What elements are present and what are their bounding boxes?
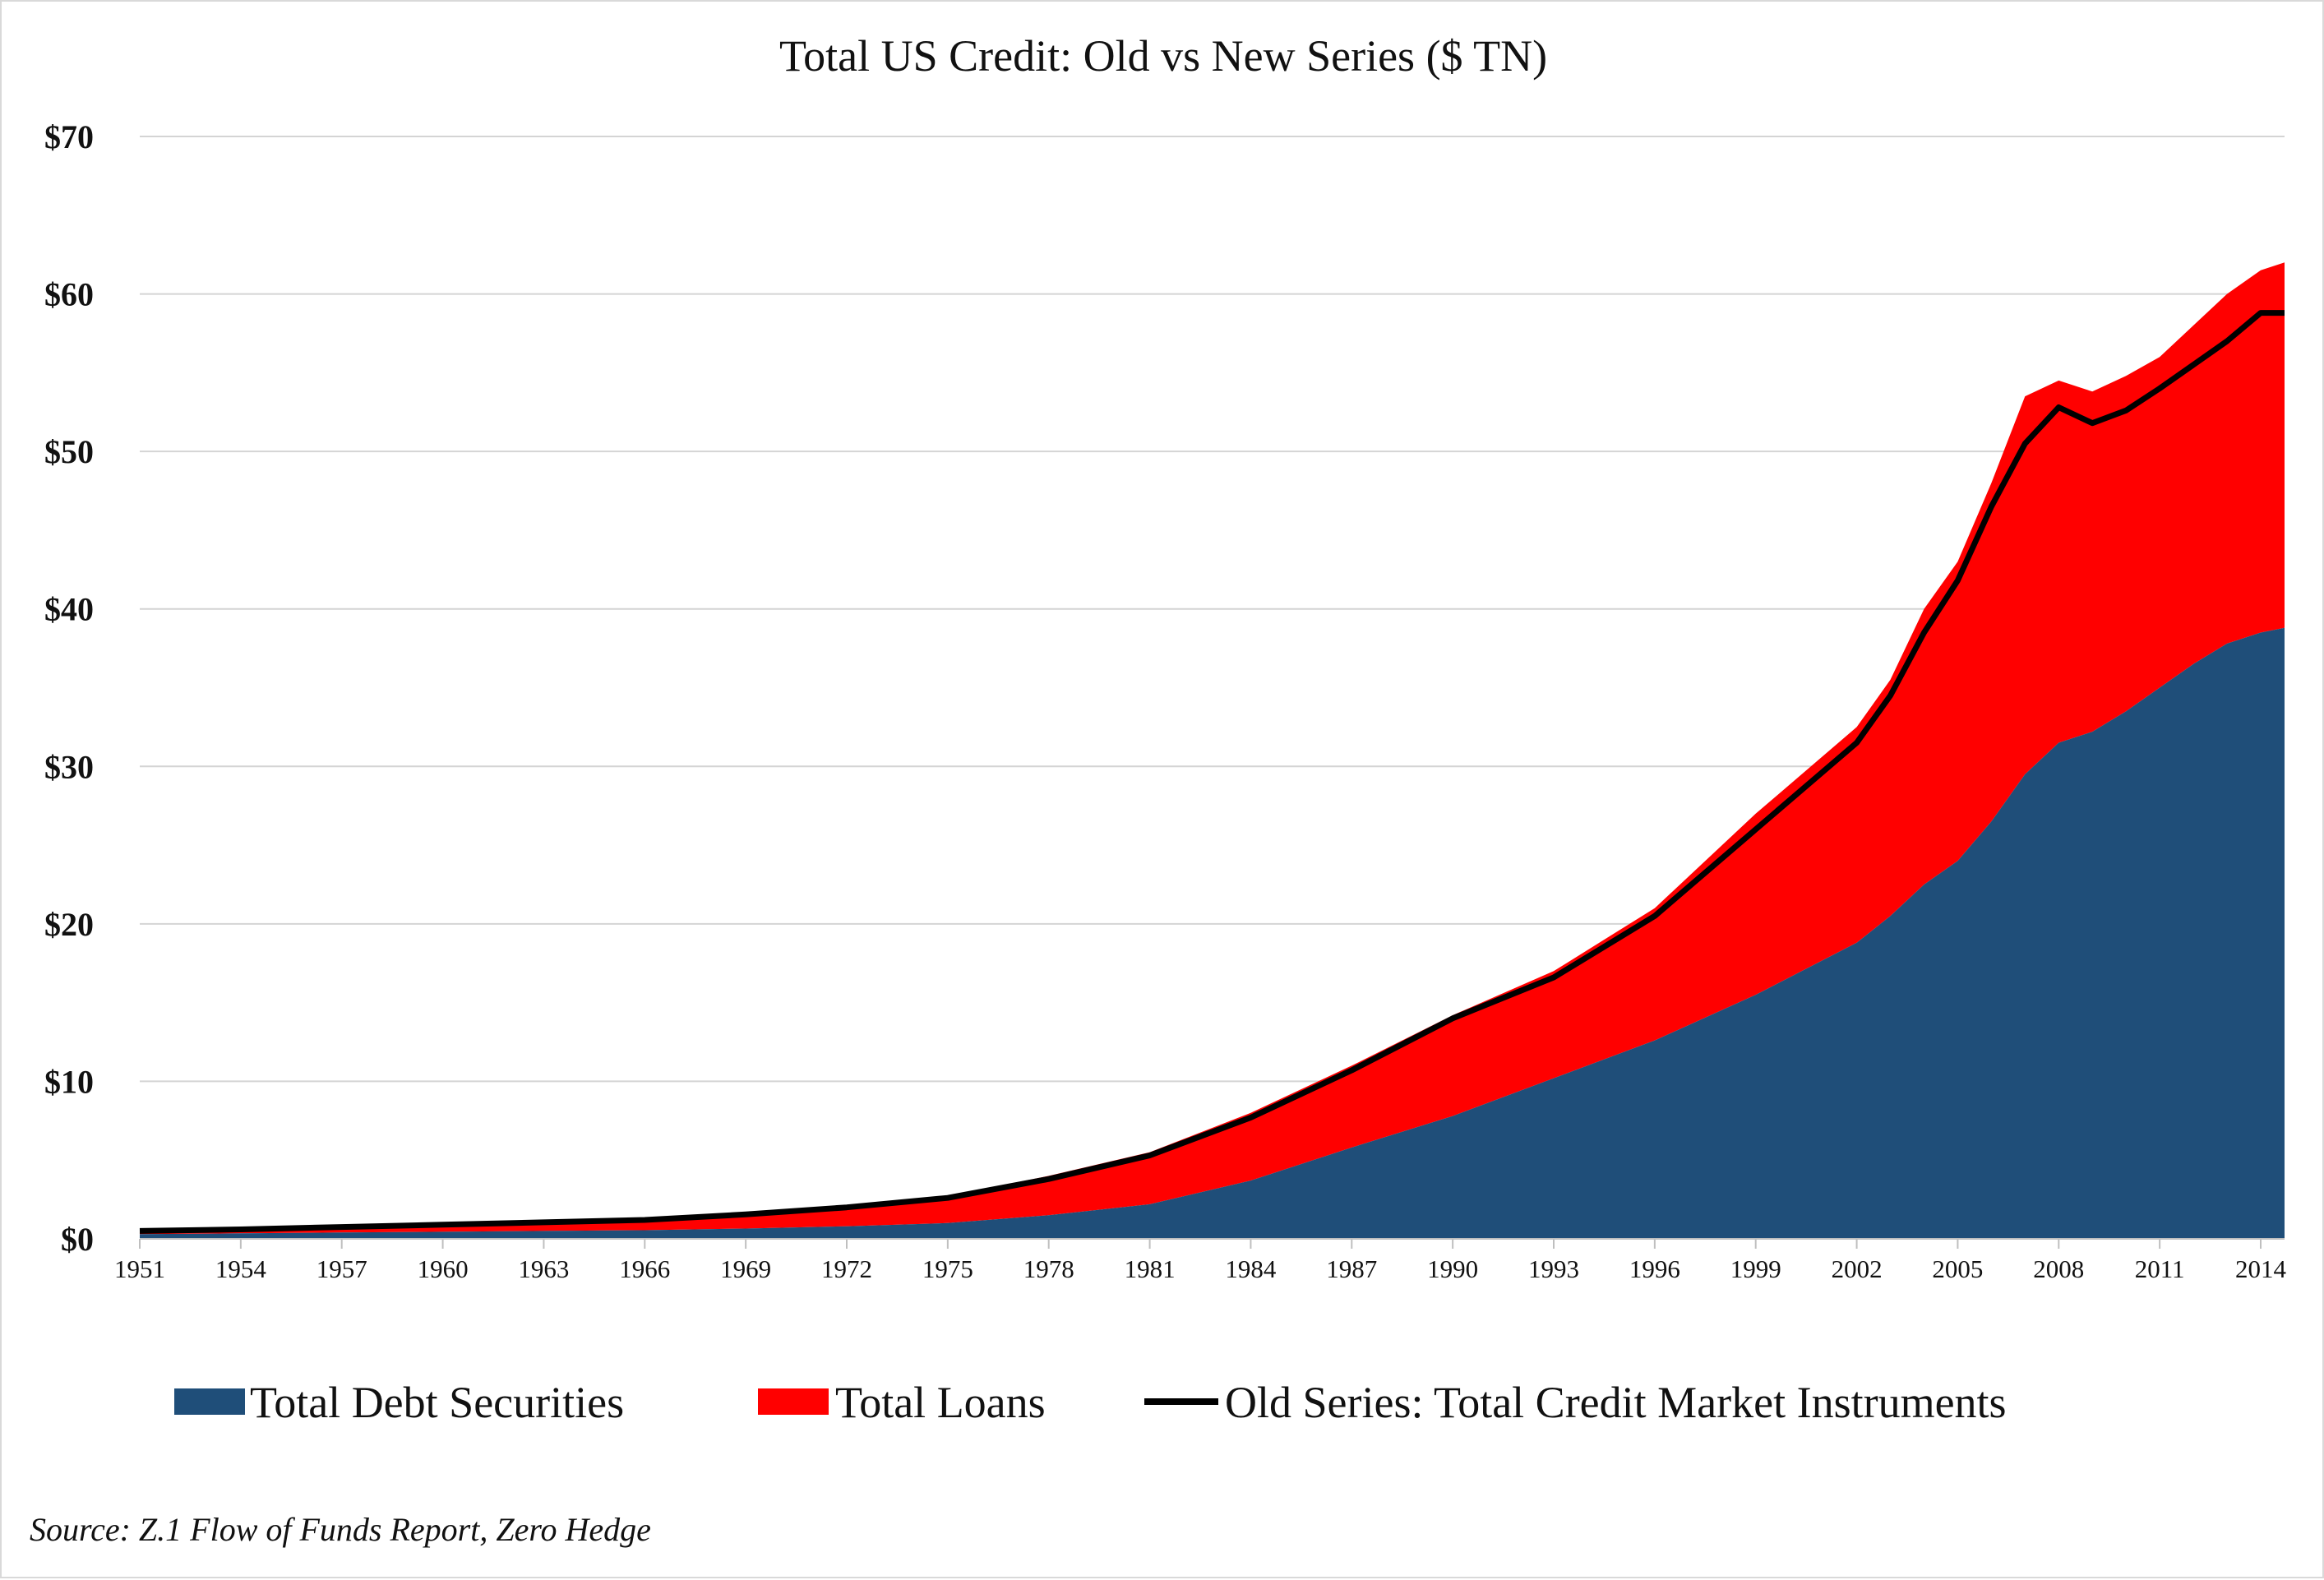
- x-tick-label: 1951: [114, 1254, 165, 1283]
- x-tick-label: 1978: [1023, 1254, 1074, 1283]
- y-tick-label: $30: [44, 748, 94, 785]
- y-tick-label: $40: [44, 591, 94, 628]
- x-tick-label: 2008: [2033, 1254, 2084, 1283]
- x-tick-label: 1954: [215, 1254, 267, 1283]
- x-tick-label: 2011: [2135, 1254, 2185, 1283]
- y-tick-label: $60: [44, 276, 94, 313]
- x-tick-label: 2005: [1932, 1254, 1983, 1283]
- x-tick-label: 1981: [1125, 1254, 1176, 1283]
- gridlines: [140, 136, 2285, 1083]
- area-total-loans: [140, 262, 2285, 1235]
- y-tick-label: $70: [44, 118, 94, 155]
- x-tick-label: 1972: [821, 1254, 872, 1283]
- x-tick-label: 1987: [1326, 1254, 1377, 1283]
- x-tick-label: 1966: [619, 1254, 670, 1283]
- x-tick-label: 1993: [1528, 1254, 1579, 1283]
- y-tick-label: $20: [44, 906, 94, 943]
- x-tick-label: 1984: [1225, 1254, 1277, 1283]
- x-tick-label: 1969: [720, 1254, 771, 1283]
- legend-label-loans: Total Loans: [835, 1378, 1046, 1427]
- x-tick-label: 1975: [922, 1254, 973, 1283]
- x-tick-label: 1990: [1427, 1254, 1478, 1283]
- legend-swatch-debt-securities: [174, 1388, 245, 1415]
- x-axis-ticks: 1951 1954 1957 1960 1963 1966 1969 1972 1975 1978…: [114, 1239, 2287, 1283]
- x-tick-label: 1963: [518, 1254, 569, 1283]
- chart-title: Total US Credit: Old vs New Series ($ TN…: [779, 31, 1547, 81]
- source-note: Source: Z.1 Flow of Funds Report, Zero H…: [30, 1511, 651, 1548]
- x-tick-label: 1960: [418, 1254, 469, 1283]
- y-axis-ticks: $0 $10 $20 $30 $40 $50 $60 $70: [44, 118, 94, 1258]
- legend: Total Debt Securities Total Loans Old Se…: [174, 1378, 2007, 1427]
- line-old-series: [139, 310, 2285, 1234]
- x-tick-label: 1957: [316, 1254, 367, 1283]
- x-tick-label: 2014: [2235, 1254, 2287, 1283]
- x-tick-label: 2002: [1832, 1254, 1883, 1283]
- area-total-debt-securities: [140, 627, 2285, 1239]
- legend-swatch-loans: [758, 1388, 829, 1415]
- plot-areas: [139, 262, 2285, 1240]
- legend-label-old-series: Old Series: Total Credit Market Instrume…: [1225, 1378, 2007, 1427]
- y-tick-label: $0: [61, 1221, 94, 1258]
- x-tick-label: 1996: [1629, 1254, 1680, 1283]
- y-tick-label: $10: [44, 1063, 94, 1100]
- x-tick-label: 1999: [1730, 1254, 1781, 1283]
- legend-label-debt-securities: Total Debt Securities: [250, 1378, 624, 1427]
- y-tick-label: $50: [44, 433, 94, 470]
